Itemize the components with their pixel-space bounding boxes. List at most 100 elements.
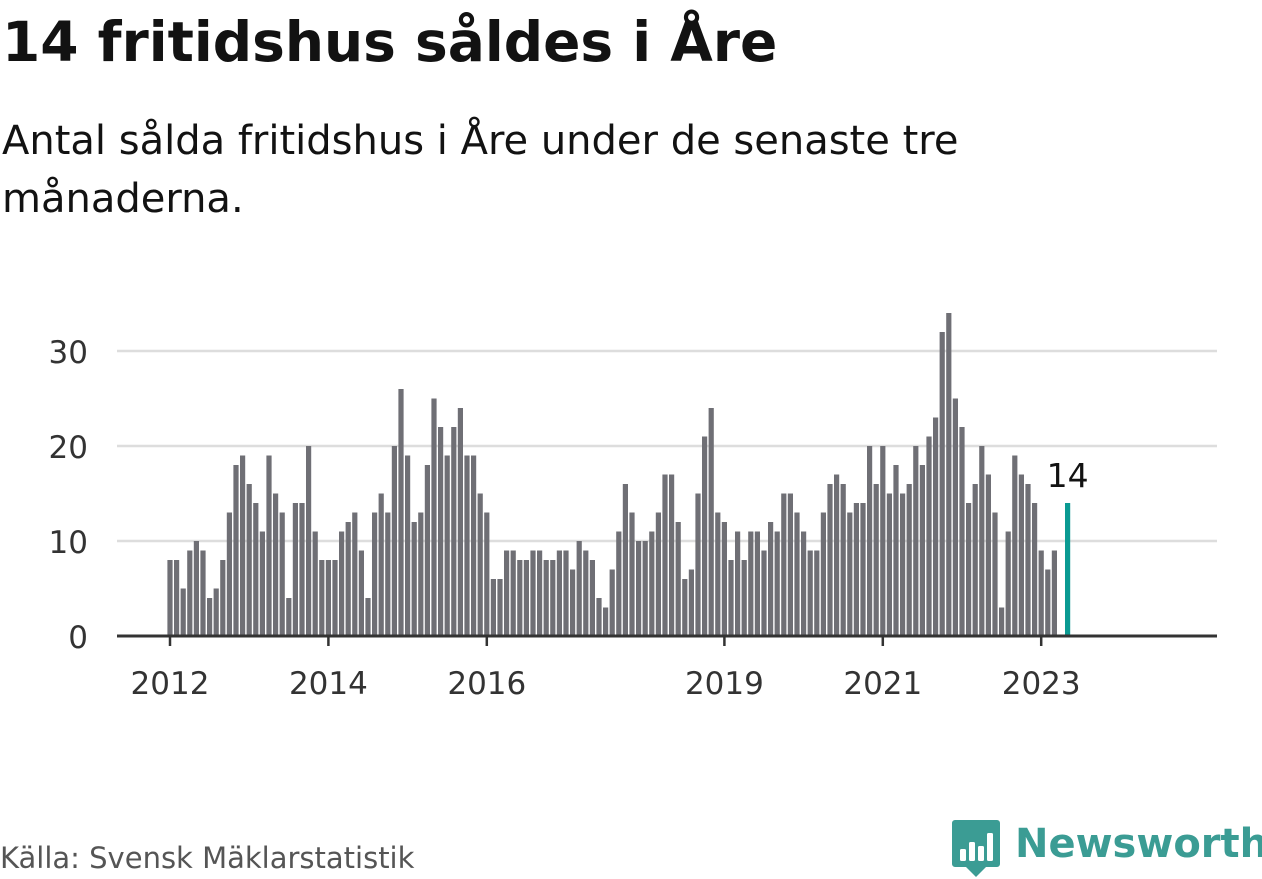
bar — [702, 436, 708, 636]
bar — [814, 550, 820, 636]
bar — [695, 493, 701, 636]
bar — [325, 560, 331, 636]
bar — [1065, 503, 1071, 636]
bar — [669, 474, 675, 636]
bar — [853, 503, 859, 636]
bar — [385, 512, 391, 636]
bar — [761, 550, 767, 636]
bar — [675, 522, 681, 636]
bar — [464, 455, 470, 636]
bar — [530, 550, 536, 636]
bar — [847, 512, 853, 636]
bar — [319, 560, 325, 636]
y-tick-label: 30 — [49, 335, 88, 371]
bar — [398, 389, 404, 636]
x-tick-label: 2021 — [843, 666, 922, 702]
bar — [834, 474, 840, 636]
bar — [220, 560, 226, 636]
bar — [504, 550, 510, 636]
bar — [345, 522, 351, 636]
brand-logo[interactable]: Newsworthy — [951, 818, 1262, 878]
bar — [622, 484, 628, 636]
bar — [490, 579, 496, 636]
bar — [312, 531, 318, 636]
bar — [1018, 474, 1024, 636]
bar — [886, 493, 892, 636]
bar — [1005, 531, 1011, 636]
bar — [563, 550, 569, 636]
highlight-data-label: 14 — [1047, 456, 1089, 495]
bar — [985, 474, 991, 636]
bar — [266, 455, 272, 636]
bar — [1012, 455, 1018, 636]
bar — [728, 560, 734, 636]
bar — [754, 531, 760, 636]
bar — [900, 493, 906, 636]
bar — [510, 550, 516, 636]
bar — [933, 417, 939, 636]
bar — [299, 503, 305, 636]
bar-chart: 0 10 20 30 2012 2014 2016 2019 2021 2023 14 — [49, 313, 1217, 702]
bar — [391, 446, 397, 636]
bar — [411, 522, 417, 636]
bar — [827, 484, 833, 636]
bar — [682, 579, 688, 636]
bar — [609, 569, 615, 636]
bar — [860, 503, 866, 636]
bar — [259, 531, 265, 636]
bar — [1051, 550, 1057, 636]
bar — [556, 550, 562, 636]
bar — [1025, 484, 1031, 636]
bar — [721, 522, 727, 636]
y-tick-label: 0 — [68, 620, 88, 656]
bar — [431, 398, 437, 636]
bar — [358, 550, 364, 636]
bar — [992, 512, 998, 636]
bar — [167, 560, 173, 636]
bar — [801, 531, 807, 636]
bar — [537, 550, 543, 636]
bar — [365, 598, 371, 636]
bar — [226, 512, 232, 636]
bar — [200, 550, 206, 636]
bar — [952, 398, 958, 636]
bar — [583, 550, 589, 636]
bar — [174, 560, 180, 636]
bar — [688, 569, 694, 636]
bar — [774, 531, 780, 636]
bar — [979, 446, 985, 636]
bar — [913, 446, 919, 636]
bar — [636, 541, 642, 636]
bar — [187, 550, 193, 636]
bar — [372, 512, 378, 636]
x-tick-label: 2019 — [685, 666, 764, 702]
bar — [893, 465, 899, 636]
bar — [1032, 503, 1038, 636]
axes — [117, 634, 1217, 646]
bar — [1038, 550, 1044, 636]
brand-name: Newsworthy — [1015, 821, 1262, 867]
bar — [438, 427, 444, 636]
bar — [543, 560, 549, 636]
bar — [999, 607, 1005, 636]
y-tick-label: 10 — [49, 525, 88, 561]
bar — [781, 493, 787, 636]
y-tick-label: 20 — [49, 430, 88, 466]
bar — [233, 465, 239, 636]
bar — [946, 313, 952, 636]
bar — [966, 503, 972, 636]
bar — [517, 560, 523, 636]
bar — [570, 569, 576, 636]
bar — [589, 560, 595, 636]
bar — [477, 493, 483, 636]
bar — [873, 484, 879, 636]
bar — [180, 588, 186, 636]
bar — [807, 550, 813, 636]
source-note: Källa: Svensk Mäklarstatistik — [0, 841, 415, 875]
bar — [213, 588, 219, 636]
bar — [649, 531, 655, 636]
bar — [787, 493, 793, 636]
bar — [741, 560, 747, 636]
bar — [840, 484, 846, 636]
bar — [352, 512, 358, 636]
